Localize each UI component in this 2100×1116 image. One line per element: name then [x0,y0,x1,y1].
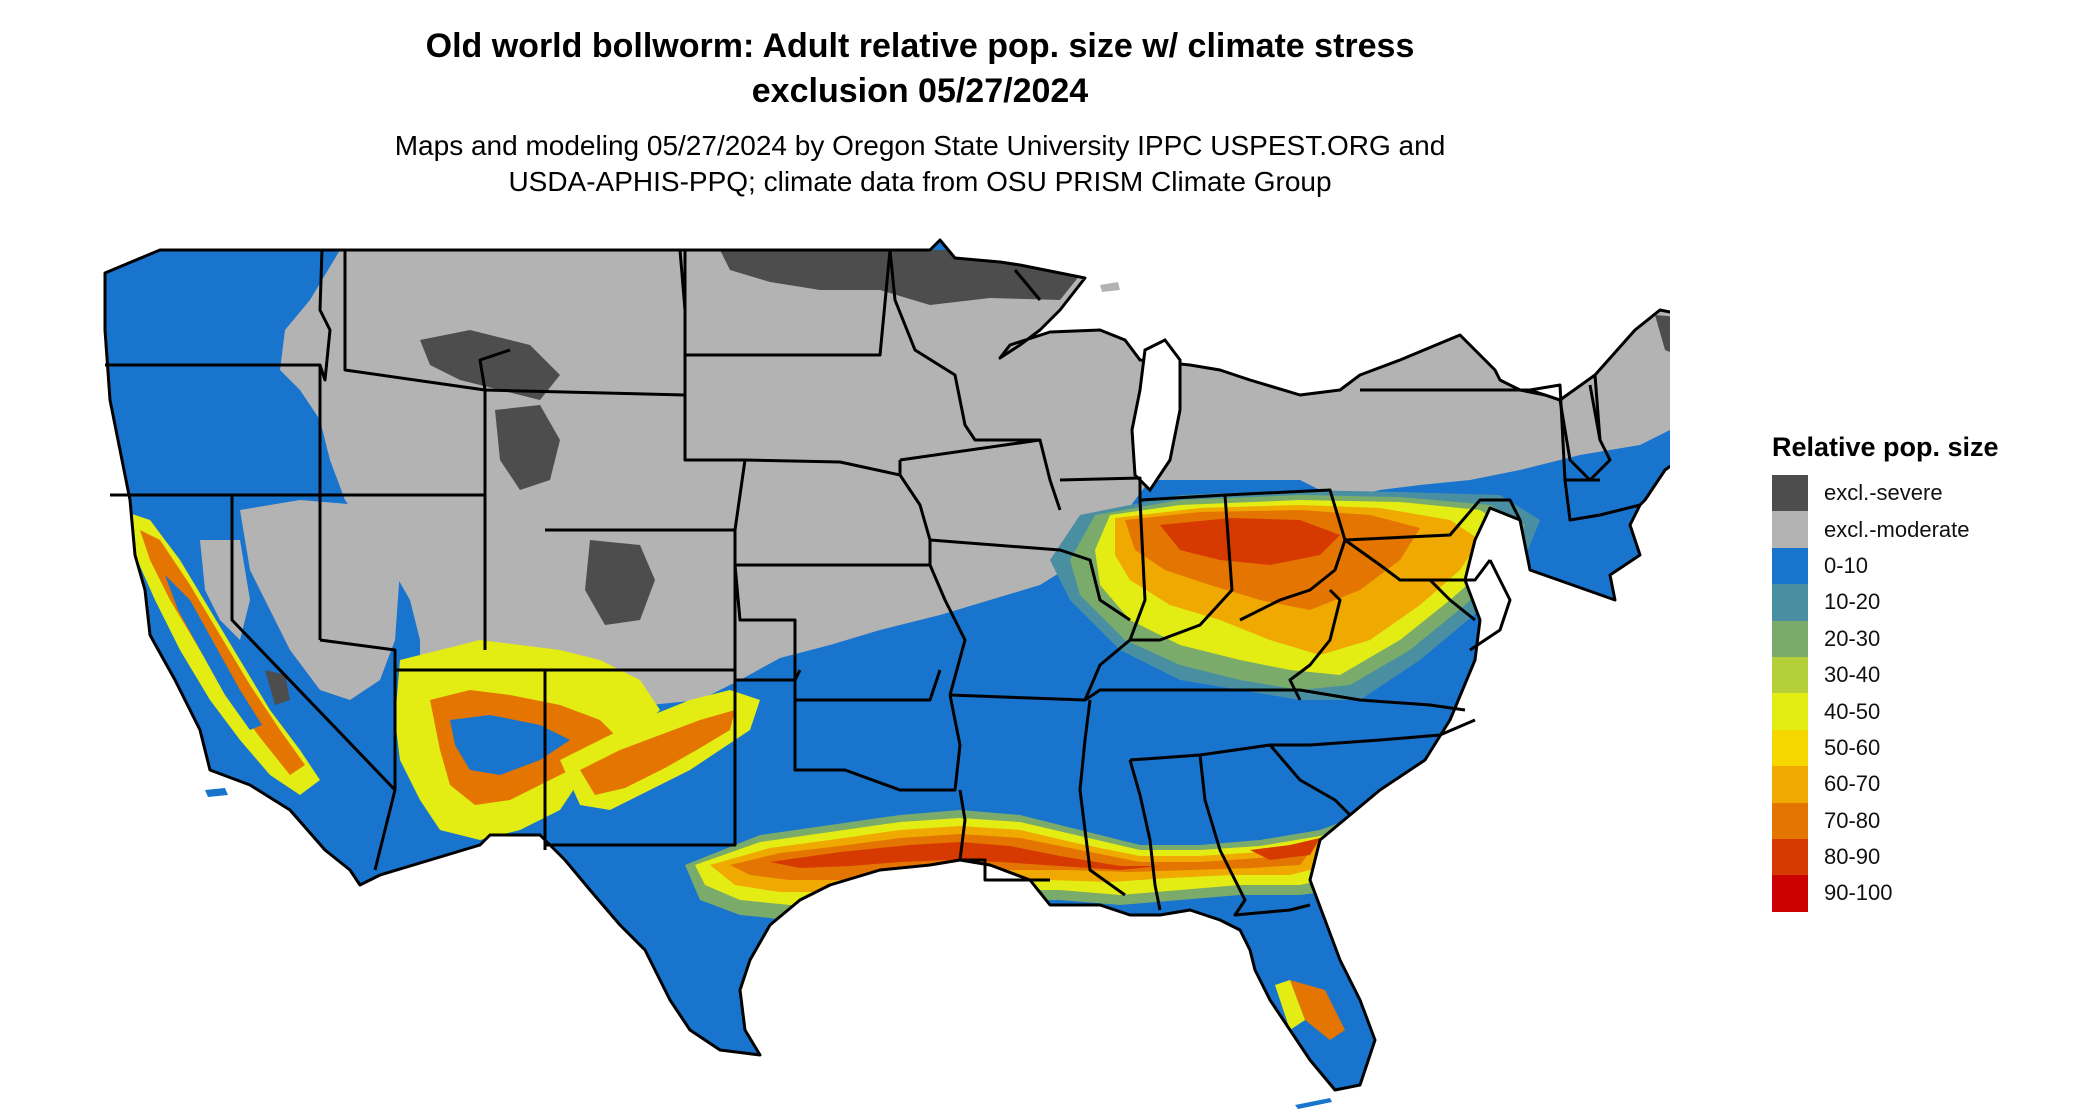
legend-label: 60-70 [1824,771,1881,797]
map-title-line-1: Old world bollworm: Adult relative pop. … [425,27,1415,65]
region-excl-severe-wy [495,405,560,490]
region-excl-severe-ca [265,670,290,705]
region-80-90-sc [1250,838,1320,860]
legend-item: excl.-severe [1772,475,1999,512]
region-70-80-tx-south [815,980,865,1045]
legend-swatch [1772,511,1808,548]
legend-swatch [1772,656,1808,694]
legend-label: 0-10 [1824,552,1869,578]
region-excl-severe-co [585,540,655,625]
legend-label: 90-100 [1824,880,1893,906]
legend-swatch [1772,693,1808,730]
legend-swatch [1772,838,1808,876]
lake-michigan [1130,338,1182,493]
legend-label: 70-80 [1824,807,1881,833]
legend-swatch [1772,620,1808,657]
region-70-80-nm-tx [580,710,735,795]
legend-item: 60-70 [1772,766,1999,803]
us-outline [103,238,1670,1092]
legend-label: 80-90 [1824,844,1881,870]
region-excl-moderate-nv [200,540,250,640]
region-0-10-sw-interior [450,715,570,775]
legend-items: excl.-severe excl.-moderate 0-10 10-20 20-30… [1772,475,1999,912]
legend-label: 10-20 [1824,589,1881,615]
region-80-90-ohio [1160,518,1340,565]
legend-label: 40-50 [1824,698,1881,724]
legend-item: 80-90 [1772,838,1999,876]
legend-label: 30-40 [1824,662,1881,688]
legend-item: 0-10 [1772,547,1999,585]
legend-swatch [1772,547,1808,585]
legend-swatch [1772,802,1808,839]
island-mi [1100,282,1120,292]
legend-swatch [1772,475,1808,512]
legend-label: 20-30 [1824,625,1881,651]
legend-swatch [1772,584,1808,621]
state-borders [105,248,1641,917]
region-excl-severe-nd [720,250,1080,305]
map-subtitle-line-1: Maps and modeling 05/27/2024 by Oregon S… [394,130,1446,161]
map-title-line-2: exclusion 05/27/2024 [751,72,1089,110]
legend-item: 70-80 [1772,802,1999,839]
legend-swatch [1772,766,1808,803]
region-40-50-tx-south [800,975,830,1050]
legend-item: 20-30 [1772,620,1999,657]
map-subtitle-line-2: USDA-APHIS-PPQ; climate data from OSU PR… [508,166,1332,197]
legend-item: 40-50 [1772,693,1999,730]
region-70-80-fl [1290,980,1345,1040]
legend-item: 30-40 [1772,656,1999,694]
region-0-10-ca-valley [165,575,262,730]
legend-label: excl.-moderate [1824,516,1970,542]
us-bollworm-map [103,238,1670,1109]
legend: Relative pop. size excl.-severe excl.-mod… [1772,432,1999,912]
legend-item: excl.-moderate [1772,511,1999,548]
legend-item: 90-100 [1772,875,1999,912]
legend-label: excl.-severe [1824,480,1943,506]
legend-item: 10-20 [1772,584,1999,621]
legend-title: Relative pop. size [1772,432,1999,462]
region-80-90-south [770,842,1160,870]
legend-label: 50-60 [1824,734,1881,760]
island-fl-keys [1295,1098,1332,1109]
region-excl-severe-me [1655,315,1670,360]
legend-swatch [1772,875,1808,912]
island-ca-channel [205,788,228,797]
region-40-50-fl [1275,980,1305,1030]
region-excl-severe-mt [420,330,560,400]
legend-swatch [1772,729,1808,767]
legend-item: 50-60 [1772,729,1999,767]
